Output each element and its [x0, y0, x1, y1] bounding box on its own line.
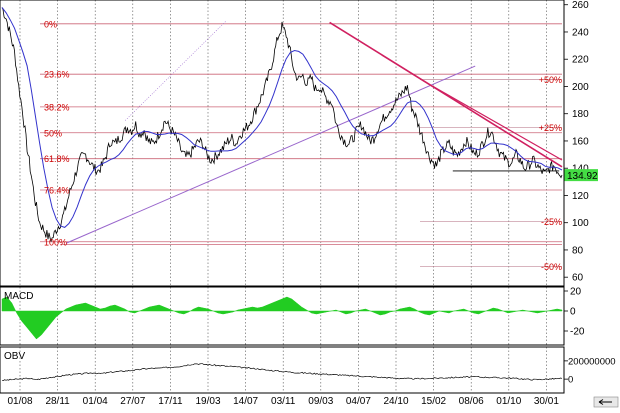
- macd-label: MACD: [4, 291, 33, 302]
- moving-average-line: [1, 7, 563, 228]
- x-tick-label: 19/03: [195, 396, 220, 407]
- x-tick-label: 14/07: [233, 396, 258, 407]
- fibonacci-label: 0%: [44, 19, 57, 29]
- y-tick-label: 20: [570, 287, 582, 298]
- x-tick-label: 08/06: [459, 396, 484, 407]
- x-tick-label: 24/10: [383, 396, 408, 407]
- fibonacci-label: 23.6%: [44, 70, 70, 80]
- fibonacci-lines: [40, 23, 562, 267]
- last-price-box: [564, 169, 598, 182]
- dotted-channel-line: [124, 20, 227, 121]
- y-tick-label: 100: [572, 218, 589, 229]
- y-tick-label: 0: [570, 307, 576, 318]
- percent-level-label: +25%: [539, 123, 562, 133]
- x-tick-label: 15/02: [421, 396, 446, 407]
- x-tick-label: 03/11: [271, 396, 296, 407]
- y-tick-label: 200: [572, 82, 589, 93]
- x-tick-label: 01/10: [496, 396, 521, 407]
- x-tick-label: 28/11: [45, 396, 70, 407]
- fibonacci-label: 76.4%: [44, 186, 70, 196]
- fibonacci-label: 61.8%: [44, 154, 70, 164]
- percent-level-labels: +50% +25% -25% -50%: [539, 75, 562, 272]
- y-tick-label: 180: [572, 109, 589, 120]
- downtrend-line-secondary: [432, 85, 563, 161]
- fibonacci-label: 100%: [44, 237, 67, 247]
- x-tick-label: 27/07: [120, 396, 145, 407]
- macd-y-axis: 20 0 -20: [564, 287, 585, 338]
- x-tick-label: 04/07: [346, 396, 371, 407]
- price-grid: [19, 0, 547, 286]
- price-panel: 0% 23.6% 38.2% 50% 61.8% 76.4% 100% +50% +25% -2…: [0, 0, 598, 287]
- fibonacci-labels: 0% 23.6% 38.2% 50% 61.8% 76.4% 100%: [44, 19, 70, 247]
- obv-y-axis: 200000000 0: [564, 356, 616, 386]
- macd-panel-frame: [0, 286, 565, 346]
- y-tick-label: 160: [572, 136, 589, 147]
- y-tick-label: 240: [572, 27, 589, 38]
- obv-series-line: [2, 363, 563, 382]
- y-tick-label: 200000000: [568, 356, 616, 367]
- macd-panel: MACD 20 0 -20: [0, 286, 585, 346]
- x-tick-label: 17/11: [158, 396, 183, 407]
- obv-panel: OBV 200000000 0: [0, 346, 616, 394]
- y-tick-label: 80: [572, 245, 584, 256]
- downtrend-line: [329, 21, 563, 168]
- obv-panel-frame: [0, 346, 565, 394]
- y-tick-label: 260: [572, 0, 589, 11]
- percent-level-label: +50%: [539, 75, 562, 85]
- percent-level-label: -25%: [541, 217, 562, 227]
- fibonacci-label: 50%: [44, 128, 62, 138]
- price-panel-frame: [0, 0, 565, 287]
- x-tick-label: 09/03: [308, 396, 333, 407]
- y-tick-label: 0: [568, 375, 573, 386]
- x-axis: 01/08 28/11 01/04 27/07 17/11 19/03 14/07 03/11…: [7, 396, 559, 407]
- price-series-line: [1, 7, 563, 243]
- x-tick-label: 01/04: [83, 396, 108, 407]
- y-tick-label: 60: [572, 273, 584, 284]
- uptrend-line: [66, 65, 476, 244]
- last-price-value: 134.92: [567, 171, 598, 182]
- fibonacci-label: 38.2%: [44, 102, 70, 112]
- y-tick-label: 120: [572, 191, 589, 202]
- obv-grid: [19, 347, 547, 393]
- last-price-badge: 134.92: [564, 169, 598, 182]
- y-tick-label: 220: [572, 55, 589, 66]
- scroll-control[interactable]: [593, 396, 619, 408]
- y-tick-label: -20: [570, 327, 585, 338]
- percent-level-label: -50%: [541, 262, 562, 272]
- arrow-left-icon: [598, 399, 612, 405]
- macd-histogram: [1, 296, 563, 340]
- x-tick-label: 30/01: [534, 396, 559, 407]
- obv-label: OBV: [4, 351, 25, 362]
- x-tick-label: 01/08: [7, 396, 32, 407]
